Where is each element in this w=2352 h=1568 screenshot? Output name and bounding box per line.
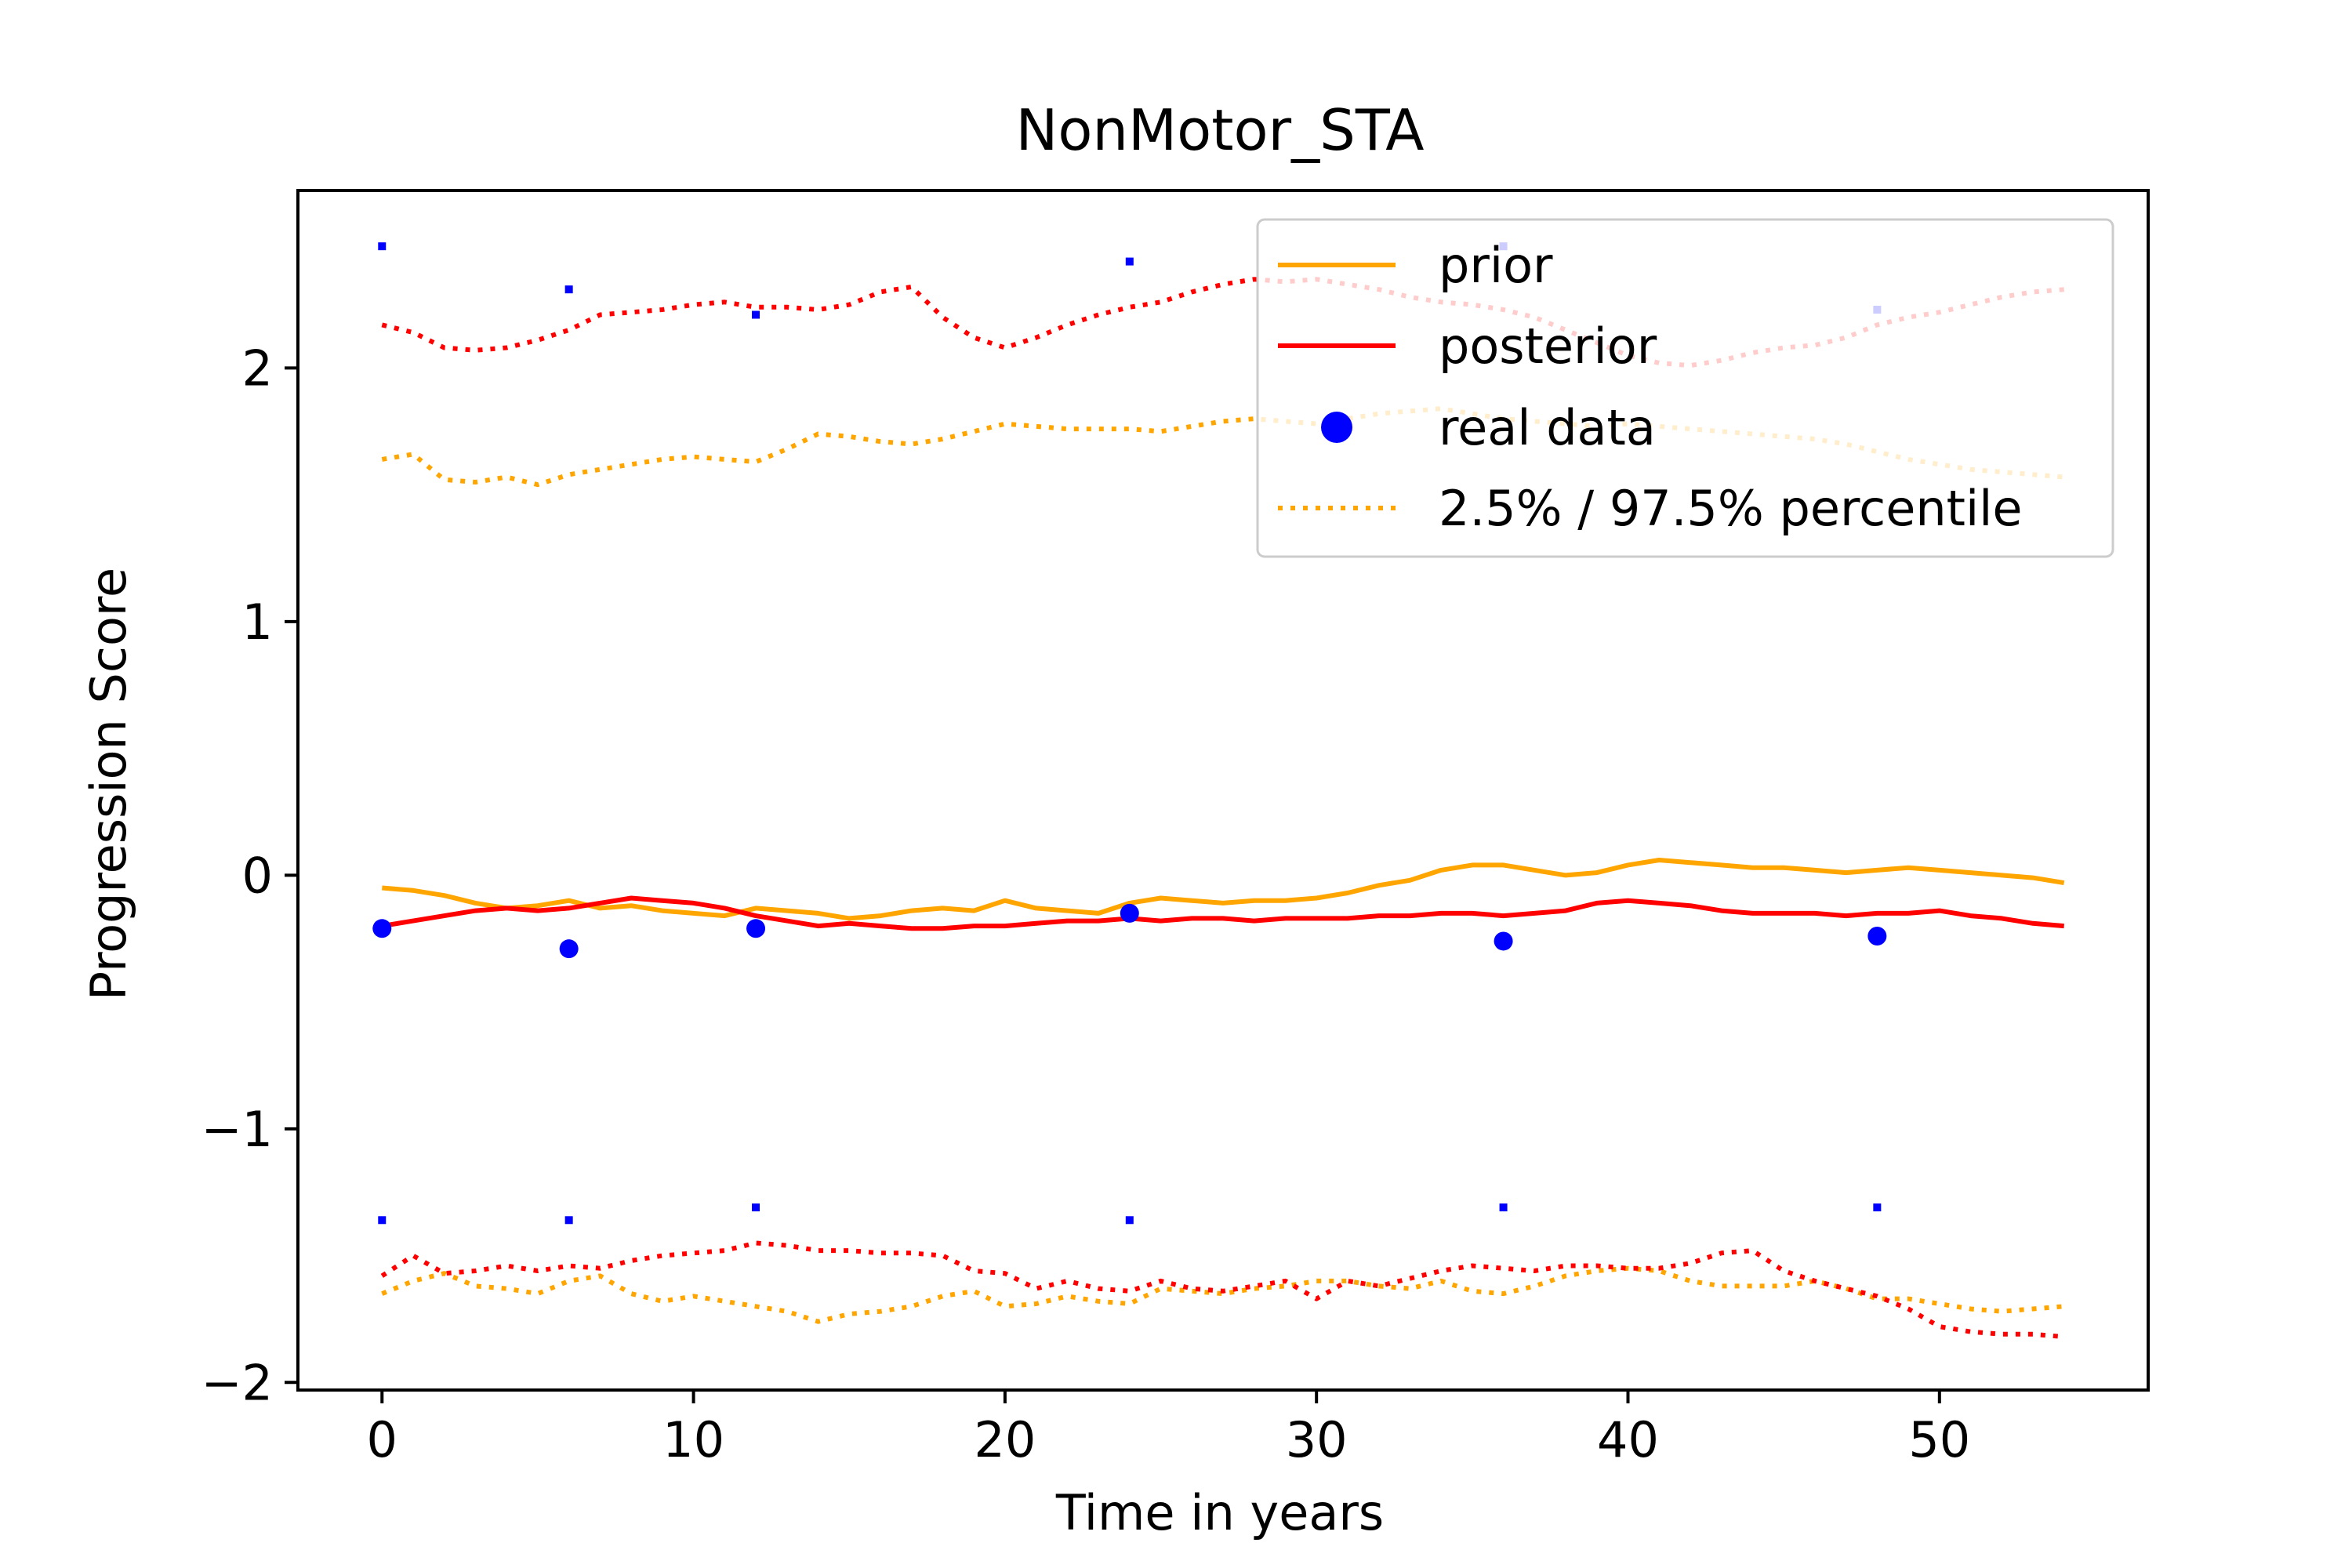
x-tick-label: 40 <box>1597 1411 1659 1468</box>
x-tick-label: 0 <box>367 1411 397 1468</box>
real-data-point <box>1120 903 1139 923</box>
upper-bound-marker <box>1125 257 1134 266</box>
y-axis-label: Progression Score <box>80 568 137 1000</box>
y-tick-label: 2 <box>242 339 273 397</box>
real-data-point <box>1867 926 1887 946</box>
y-tick-label: 1 <box>242 593 273 651</box>
legend-frame <box>1256 218 2114 558</box>
series-line-prior-mean <box>382 858 2065 921</box>
chart-title: NonMotor_STA <box>1016 97 1425 163</box>
lower-bound-marker <box>1873 1203 1882 1212</box>
series-line-posterior-lower <box>380 1240 2064 1340</box>
lower-bound-marker <box>564 1216 573 1225</box>
legend-swatch-real-data <box>1321 412 1352 443</box>
real-data-point <box>559 939 579 959</box>
upper-bound-marker <box>752 310 760 319</box>
y-tick-label: −2 <box>201 1354 273 1411</box>
y-tick-label: 0 <box>242 847 273 904</box>
series-line-posterior-mean <box>381 895 2064 931</box>
axes: 0 10 20 30 40 50 −2 −1 0 1 2 <box>201 189 2150 1468</box>
legend: prior posterior real data 2.5% / 97.5% p… <box>1256 218 2114 558</box>
legend-label-posterior: posterior <box>1439 318 1657 375</box>
x-tick-label: 50 <box>1908 1411 1970 1468</box>
upper-bound-marker <box>378 242 387 251</box>
real-data-point <box>746 919 766 938</box>
lower-bound-marker <box>378 1216 387 1225</box>
real-data-point <box>372 919 392 938</box>
x-tick-label: 20 <box>974 1411 1036 1468</box>
lower-bound-marker <box>1125 1216 1134 1225</box>
lower-bound-marker <box>1499 1203 1508 1212</box>
upper-bound-marker <box>564 285 573 294</box>
real-data-point <box>1494 931 1513 951</box>
legend-label-real-data: real data <box>1439 399 1656 456</box>
y-tick-label: −1 <box>201 1101 273 1158</box>
x-tick-label: 30 <box>1286 1411 1348 1468</box>
legend-label-prior: prior <box>1439 237 1553 294</box>
series-line-posterior-upper <box>381 277 2064 368</box>
lower-bound-marker <box>752 1203 760 1212</box>
plot-area <box>372 242 2065 1340</box>
x-axis-label: Time in years <box>1055 1484 1384 1541</box>
axes-frame <box>296 189 2150 1392</box>
legend-label-percentile: 2.5% / 97.5% percentile <box>1439 480 2023 537</box>
x-tick-label: 10 <box>662 1411 724 1468</box>
